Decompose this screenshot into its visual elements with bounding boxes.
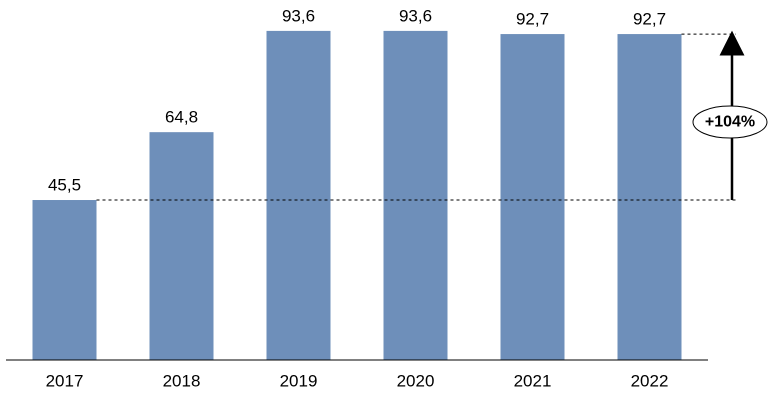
bar xyxy=(266,30,331,360)
value-label: 93,6 xyxy=(282,6,315,25)
x-tick-label: 2019 xyxy=(280,371,318,390)
bar xyxy=(32,200,97,360)
x-tick-label: 2020 xyxy=(397,371,435,390)
x-tick-label: 2022 xyxy=(631,371,669,390)
value-label: 92,7 xyxy=(516,10,549,29)
value-label: 45,5 xyxy=(48,176,81,195)
x-tick-label: 2017 xyxy=(46,371,84,390)
value-label: 64,8 xyxy=(165,108,198,127)
x-tick-label: 2018 xyxy=(163,371,201,390)
value-label: 92,7 xyxy=(633,10,666,29)
value-label: 93,6 xyxy=(399,6,432,25)
annotation: +104% xyxy=(705,113,755,130)
bar xyxy=(383,30,448,360)
bar xyxy=(617,34,682,360)
bar xyxy=(500,34,565,360)
annotation-bubble xyxy=(692,105,768,139)
bar xyxy=(149,132,214,360)
x-tick-label: 2021 xyxy=(514,371,552,390)
